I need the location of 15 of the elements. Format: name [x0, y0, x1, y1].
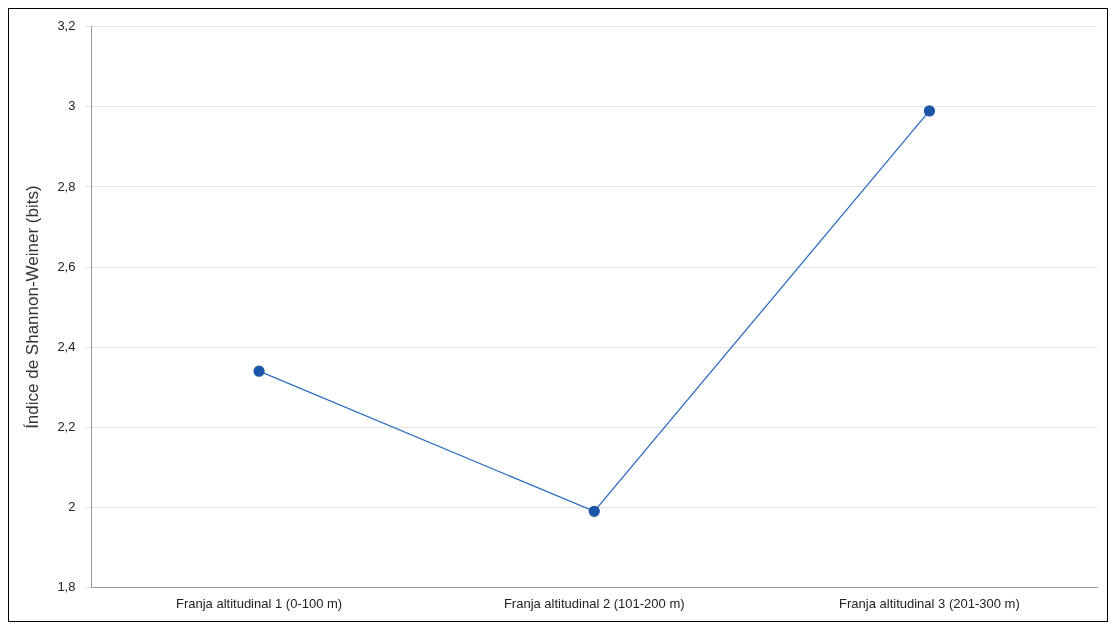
y-tick-label: 3,2: [57, 18, 76, 34]
y-tick-label: 2,8: [57, 178, 76, 194]
point: [588, 505, 600, 517]
x-tick-label: Franja altitudinal 2 (101-200 m): [503, 595, 685, 611]
y-tick-label: 3: [68, 98, 76, 114]
y-axis-title: Índice de Shannon-Weiner (bits): [22, 185, 42, 429]
y-tick-label: 2: [68, 498, 76, 514]
point: [923, 105, 936, 117]
y-tick-label: 2,4: [57, 338, 76, 354]
x-tick-label: Franja altitudinal 3 (201-300 m): [839, 595, 1020, 611]
x-tick-label: Franja altitudinal 1 (0-100 m): [175, 595, 343, 611]
point: [253, 365, 265, 377]
y-tick-label: 2,6: [57, 258, 76, 274]
y-tick-label: 1,8: [57, 578, 76, 594]
y-tick-label: 2,2: [57, 418, 76, 434]
